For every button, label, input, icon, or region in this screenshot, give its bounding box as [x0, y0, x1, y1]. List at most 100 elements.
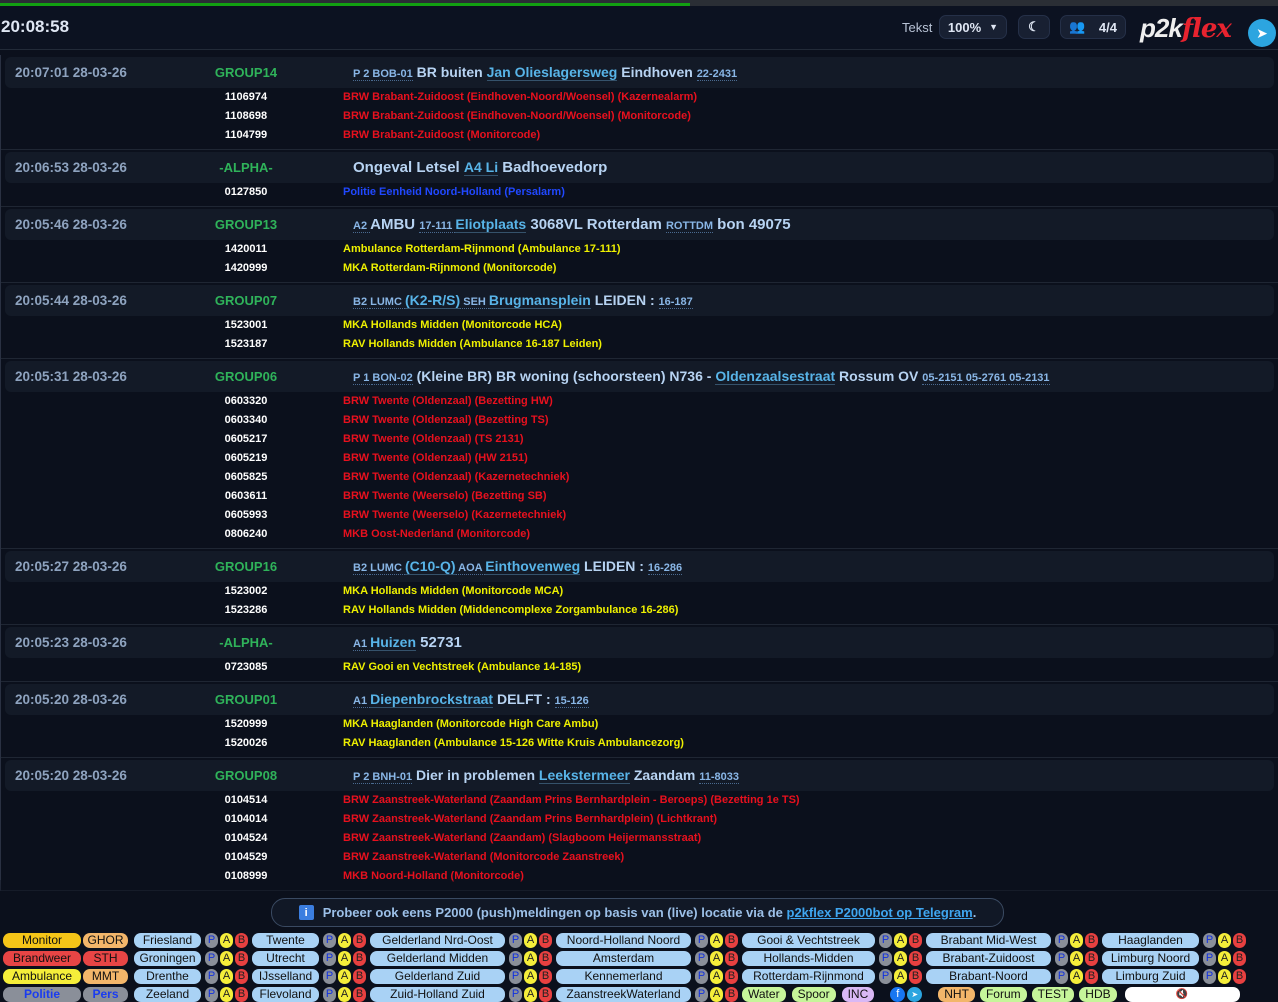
filter-region[interactable]: Gelderland Nrd-Oost [370, 932, 505, 948]
filter-a-toggle[interactable]: A [710, 968, 723, 984]
capcode-description[interactable]: Ambulance Rotterdam-Rijnmond (Ambulance … [343, 243, 621, 255]
filter-test[interactable]: TEST [1031, 986, 1075, 1002]
filter-a-toggle[interactable]: A [220, 950, 233, 966]
message-header[interactable]: 20:07:01 28-03-26 GROUP14 P 2 BOB-01 BR bu… [5, 57, 1274, 88]
telegram-bot-link[interactable]: p2kflex P2000bot op Telegram [786, 905, 973, 920]
title-segment[interactable]: 17-111 [419, 220, 456, 233]
filter-b-toggle[interactable]: B [725, 968, 738, 984]
capcode-description[interactable]: BRW Twente (Oldenzaal) (HW 2151) [343, 452, 528, 464]
filter-p-toggle[interactable]: P [205, 932, 218, 948]
facebook-icon[interactable]: f [890, 986, 906, 1002]
filter-b-toggle[interactable]: B [1085, 950, 1098, 966]
capcode-description[interactable]: MKA Hollands Midden (Monitorcode HCA) [343, 319, 562, 331]
filter-b-toggle[interactable]: B [539, 950, 552, 966]
filter-region[interactable]: Gelderland Zuid [370, 968, 505, 984]
filter-a-toggle[interactable]: A [524, 932, 537, 948]
message-header[interactable]: 20:05:46 28-03-26 GROUP13 A2 AMBU 17-111 E… [5, 209, 1274, 240]
filter-a-toggle[interactable]: A [1218, 950, 1231, 966]
capcode-description[interactable]: Politie Eenheid Noord-Holland (Persalarm… [343, 186, 565, 198]
filter-a-toggle[interactable]: A [220, 986, 233, 1002]
capcode-description[interactable]: MKA Haaglanden (Monitorcode High Care Am… [343, 718, 599, 730]
message-header[interactable]: 20:05:27 28-03-26 GROUP16 B2 LUMC (C10-Q) … [5, 551, 1274, 582]
filter-region[interactable]: Haaglanden [1102, 932, 1199, 948]
filter-b-toggle[interactable]: B [235, 968, 248, 984]
filter-inc[interactable]: INC [841, 986, 875, 1002]
filter-region[interactable]: Noord-Holland Noord [556, 932, 691, 948]
filter-a-toggle[interactable]: A [710, 950, 723, 966]
title-segment[interactable]: 15-126 [554, 695, 589, 708]
message-header[interactable]: 20:05:20 28-03-26 GROUP01 A1 Diepenbrockst… [5, 684, 1274, 715]
filter-region[interactable]: Brabant-Noord [926, 968, 1051, 984]
filter-a-toggle[interactable]: A [1218, 968, 1231, 984]
filter-type-brandweer[interactable]: Brandweer [3, 950, 81, 966]
title-segment[interactable]: 05-2131 [1009, 372, 1050, 385]
filter-p-toggle[interactable]: P [1203, 932, 1216, 948]
telegram-icon[interactable]: ➤ [1248, 19, 1276, 47]
filter-a-toggle[interactable]: A [524, 986, 537, 1002]
filter-p-toggle[interactable]: P [323, 986, 336, 1002]
filter-b-toggle[interactable]: B [235, 950, 248, 966]
filter-p-toggle[interactable]: P [1203, 968, 1216, 984]
filter-b-toggle[interactable]: B [909, 950, 922, 966]
filter-water[interactable]: Water [742, 986, 786, 1002]
filter-region[interactable]: Brabant Mid-West [926, 932, 1051, 948]
title-link[interactable]: (K2-R/S) [404, 292, 461, 309]
capcode-description[interactable]: BRW Zaanstreek-Waterland (Zaandam Prins … [343, 794, 800, 806]
filter-a-toggle[interactable]: A [1070, 932, 1083, 948]
title-link[interactable]: Einthovenweg [485, 558, 581, 575]
filter-region[interactable]: Kennemerland [556, 968, 691, 984]
filter-p-toggle[interactable]: P [323, 950, 336, 966]
filter-p-toggle[interactable]: P [695, 968, 708, 984]
capcode-description[interactable]: RAV Hollands Midden (Ambulance 16-187 Le… [343, 338, 602, 350]
capcode-description[interactable]: BRW Twente (Oldenzaal) (Kazernetechniek) [343, 471, 570, 483]
filter-b-toggle[interactable]: B [725, 950, 738, 966]
title-segment[interactable]: P 2 [353, 771, 373, 784]
capcode-description[interactable]: RAV Hollands Midden (Middencomplexe Zorg… [343, 604, 679, 616]
filter-region[interactable]: Rotterdam-Rijnmond [742, 968, 875, 984]
filter-p-toggle[interactable]: P [879, 950, 892, 966]
filter-p-toggle[interactable]: P [695, 950, 708, 966]
filter-b-toggle[interactable]: B [539, 932, 552, 948]
filter-region[interactable]: Drenthe [134, 968, 201, 984]
filter-type-ambulance[interactable]: Ambulance [3, 968, 81, 984]
filter-type-monitor[interactable]: Monitor [3, 932, 81, 948]
logo[interactable]: p2kflex [1140, 13, 1232, 44]
filter-a-toggle[interactable]: A [524, 950, 537, 966]
dark-mode-toggle[interactable]: ☾ [1018, 15, 1050, 39]
filter-region[interactable]: Limburg Zuid [1102, 968, 1199, 984]
capcode-description[interactable]: BRW Zaanstreek-Waterland (Zaandam) (Slag… [343, 832, 702, 844]
capcode-description[interactable]: MKA Rotterdam-Rijnmond (Monitorcode) [343, 262, 557, 274]
filter-b-toggle[interactable]: B [725, 986, 738, 1002]
title-segment[interactable]: B2 [353, 562, 371, 575]
capcode-description[interactable]: RAV Gooi en Vechtstreek (Ambulance 14-18… [343, 661, 582, 673]
title-segment[interactable]: SEH [460, 296, 489, 309]
filter-a-toggle[interactable]: A [338, 986, 351, 1002]
title-segment[interactable]: BOB-01 [372, 68, 413, 81]
capcode-description[interactable]: BRW Twente (Oldenzaal) (Bezetting TS) [343, 414, 549, 426]
filter-a-toggle[interactable]: A [220, 968, 233, 984]
filter-region[interactable]: Gelderland Midden [370, 950, 505, 966]
filter-region[interactable]: IJsselland [252, 968, 319, 984]
filter-p-toggle[interactable]: P [1055, 932, 1068, 948]
message-header[interactable]: 20:06:53 28-03-26 -ALPHA- Ongeval Letsel A… [5, 152, 1274, 183]
filter-p-toggle[interactable]: P [695, 986, 708, 1002]
title-segment[interactable]: P 1 [353, 372, 373, 385]
filter-type-pers[interactable]: Pers [83, 986, 128, 1002]
filter-p-toggle[interactable]: P [1203, 950, 1216, 966]
filter-p-toggle[interactable]: P [205, 986, 218, 1002]
filter-type-ghor[interactable]: GHOR [83, 932, 128, 948]
filter-b-toggle[interactable]: B [909, 968, 922, 984]
title-segment[interactable]: 05-2761 [965, 372, 1010, 385]
capcode-description[interactable]: BRW Brabant-Zuidoost (Eindhoven-Noord/Wo… [343, 91, 698, 103]
title-link[interactable]: Diepenbrockstraat [370, 691, 494, 708]
filter-forum[interactable]: Forum [979, 986, 1027, 1002]
filter-region[interactable]: Utrecht [252, 950, 319, 966]
title-segment[interactable]: A1 [353, 695, 371, 708]
title-link[interactable]: Brugmansplein [488, 292, 591, 309]
filter-a-toggle[interactable]: A [894, 932, 907, 948]
filter-b-toggle[interactable]: B [539, 986, 552, 1002]
message-list[interactable]: 20:07:01 28-03-26 GROUP14 P 2 BOB-01 BR bu… [0, 55, 1278, 891]
filter-a-toggle[interactable]: A [894, 968, 907, 984]
filter-b-toggle[interactable]: B [909, 932, 922, 948]
filter-region[interactable]: Groningen [134, 950, 201, 966]
